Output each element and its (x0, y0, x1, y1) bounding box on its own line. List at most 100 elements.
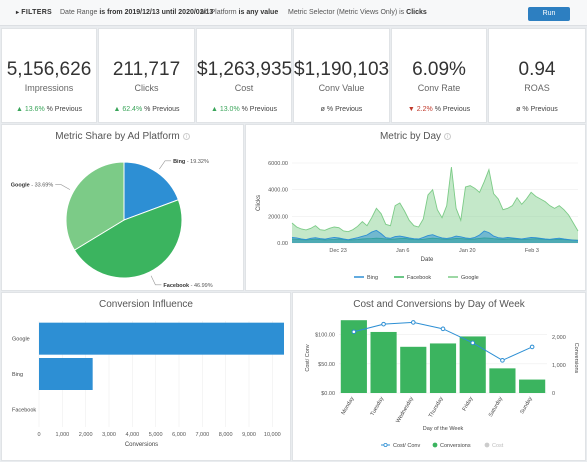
kpi-comparison-label: % Previous (326, 106, 363, 113)
kpi-value: 6.09% (412, 59, 466, 80)
filter-bar: FILTERS Date Range is from 2019/12/13 un… (0, 0, 587, 26)
metric-by-day-title: Metric by Day (379, 131, 442, 142)
x-tick-label: Thursday (428, 396, 445, 419)
kpi-label: Clicks (134, 83, 159, 93)
x-tick-label: 9,000 (242, 432, 256, 438)
legend-label[interactable]: Bing (367, 275, 378, 281)
run-button[interactable]: Run (528, 7, 570, 21)
kpi-value: 5,156,626 (6, 59, 92, 80)
line-point[interactable] (470, 340, 476, 346)
line-point[interactable] (529, 344, 535, 350)
line-google[interactable] (291, 166, 579, 233)
pie-slice-facebook[interactable] (73, 199, 183, 279)
info-icon[interactable]: i (444, 133, 452, 140)
conversion-influence-panel: Conversion Influence 0 1,000 2,000 3,000 4,0… (1, 292, 291, 461)
legend-swatch (432, 442, 438, 448)
x-tick-label: Tuesday (370, 396, 386, 417)
kpi-comparison-label: % Previous (241, 106, 278, 113)
pie-leader-line (159, 160, 172, 170)
kpi-comparison: ▼ 2.2% % Previous (392, 106, 486, 113)
y-right-tick-label: 0 (552, 391, 555, 397)
kpi-value: $1,190,103 (294, 59, 390, 80)
bar-conversions[interactable] (459, 336, 486, 393)
area-bing (292, 230, 578, 243)
y-right-tick-label: 1,000 (552, 363, 566, 369)
y-tick-label: 6000.00 (268, 161, 288, 167)
x-tick-label: 6,000 (172, 432, 186, 438)
kpi-change: 2.2% (416, 106, 433, 113)
line-bing[interactable] (291, 229, 579, 241)
kpi-trend-icon: ø (516, 106, 521, 113)
bar-bing[interactable] (39, 358, 93, 390)
x-tick-label: 7,000 (195, 432, 209, 438)
horizontal-bar-chart: 0 1,000 2,000 3,000 4,000 5,000 6,000 7,000 8,00… (12, 321, 284, 448)
metric-by-day-panel: Metric by Day i 0.00 2000.00 4000.00 6000.00… (245, 124, 586, 291)
bar-google[interactable] (39, 322, 284, 355)
kpi-change: 13.0% (219, 106, 240, 113)
kpi-label: Conv Rate (417, 83, 461, 93)
filter-date-prefix: Date Range (60, 9, 98, 16)
filter-metric-selector[interactable]: Metric Selector (Metric Views Only) is C… (288, 9, 427, 16)
line-point[interactable] (500, 358, 505, 363)
kpi-comparison: ▲ 13.6% % Previous (2, 106, 96, 113)
bar-conversions[interactable] (519, 379, 546, 393)
filter-date-value: is from 2019/12/13 until 2020/02/13 (99, 9, 214, 16)
legend-label[interactable]: Cost/ Conv (393, 443, 420, 449)
line-point[interactable] (351, 329, 357, 335)
legend-swatch (484, 442, 490, 448)
x-tick-label: 5,000 (149, 432, 163, 438)
pie-leader-line (150, 275, 162, 286)
filter-ad-platform[interactable]: Ad Platform is any value (200, 9, 278, 16)
filters-toggle[interactable]: FILTERS (16, 9, 52, 16)
y-left-tick-label: $0.00 (321, 391, 335, 397)
x-tick-label: Wednesday (395, 396, 415, 424)
day-of-week-panel: Cost and Conversions by Day of Week $0.0… (292, 292, 586, 461)
legend-label[interactable]: Facebook (407, 275, 431, 281)
pie-slice-google[interactable] (65, 161, 125, 251)
kpi-trend-icon: ▲ (210, 106, 218, 113)
legend-label[interactable]: Conversions (440, 443, 471, 449)
line-point[interactable] (410, 320, 416, 325)
bar-conversions[interactable] (489, 368, 516, 393)
kpi-comparison: ▲ 13.0% % Previous (197, 106, 291, 113)
line-point[interactable] (381, 321, 386, 327)
kpi-tile: 5,156,626 Impressions ▲ 13.6% % Previous (1, 28, 97, 123)
kpi-label: Cost (234, 83, 254, 93)
metric-by-day-title-row: Metric by Day i (246, 131, 585, 142)
bar-conversions[interactable] (370, 331, 397, 393)
area-chart: 0.00 2000.00 4000.00 6000.00 Clicks Dec 23 Jan… (256, 161, 579, 281)
x-tick-label: 2,000 (79, 432, 93, 438)
kpi-comparison: ø % Previous (294, 106, 389, 113)
pie-slice-bing[interactable] (123, 161, 179, 221)
kpi-tile: 211,717 Clicks ▲ 62.4% % Previous (98, 28, 195, 123)
bar-conversions[interactable] (400, 346, 427, 393)
legend-label[interactable]: Google (461, 275, 479, 281)
combo-chart: $0.00 $50.00 $100.00 0 1,000 2,000 Cost/ Conv C… (305, 320, 579, 449)
x-tick-label: Friday (462, 396, 475, 412)
kpi-tile: 0.94 ROAS ø % Previous (488, 28, 586, 123)
info-icon[interactable]: i (182, 133, 190, 140)
bar-conversions[interactable] (429, 343, 457, 393)
kpi-tile: $1,190,103 Conv Value ø % Previous (293, 28, 390, 123)
kpi-trend-icon: ▼ (407, 106, 415, 113)
x-tick-label: Jan 6 (396, 248, 409, 254)
kpi-tile: $1,263,935 Cost ▲ 13.0% % Previous (196, 28, 292, 123)
x-axis-label: Date (421, 257, 434, 263)
pie-label: Bing - 19.32% (173, 159, 209, 165)
category-label: Bing (12, 372, 23, 378)
line-point[interactable] (440, 326, 446, 332)
filter-date-range[interactable]: Date Range is from 2019/12/13 until 2020… (60, 9, 213, 16)
kpi-trend-icon: ▲ (15, 106, 23, 113)
kpi-comparison-label: % Previous (46, 106, 83, 113)
x-tick-label: 1,000 (55, 432, 69, 438)
kpi-comparison-label: % Previous (434, 106, 471, 113)
pie-chart: Bing - 19.32% Facebook - 46.99% Google - 3… (11, 159, 213, 289)
x-tick-label: Sunday (519, 396, 534, 415)
legend-label[interactable]: Cost (492, 443, 504, 449)
x-tick-label: 4,000 (125, 432, 139, 438)
conversion-influence-title: Conversion Influence (99, 299, 193, 310)
x-tick-label: 3,000 (102, 432, 116, 438)
kpi-value: 211,717 (112, 59, 181, 80)
kpi-value: $1,263,935 (197, 59, 293, 80)
y-axis-label: Clicks (256, 195, 262, 211)
